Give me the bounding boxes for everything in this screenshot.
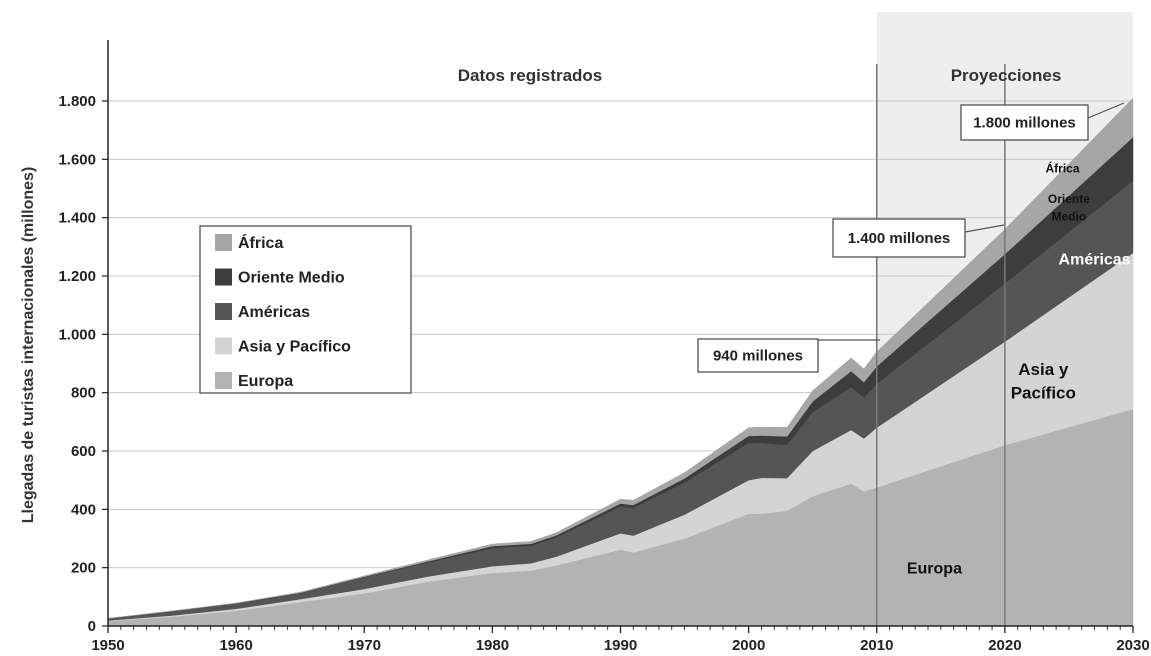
y-tick-label: 1.400 — [58, 210, 96, 227]
x-tick-label: 1950 — [91, 637, 124, 654]
y-axis-label: Llegadas de turistas internacionales (mi… — [20, 167, 37, 524]
callout-box — [832, 218, 966, 258]
x-tick-label: 1980 — [476, 637, 509, 654]
projection-vertical-lines — [876, 64, 1006, 626]
y-tick-label: 1.200 — [58, 268, 96, 285]
x-tick-label: 1970 — [348, 637, 381, 654]
region-label-oriente: Oriente — [1048, 192, 1090, 206]
callout-box — [697, 338, 819, 373]
region-label-pacifico: Pacífico — [1011, 384, 1076, 403]
x-tick-labels: 1950 1960 1970 1980 1990 2000 2010 2020 2030 — [91, 626, 1150, 654]
legend-label-europa: Europa — [238, 373, 293, 390]
legend-swatch-asia-y-pacifico — [215, 337, 232, 355]
y-tick-label: 800 — [71, 385, 96, 402]
callout-label: 1.800 millones — [973, 115, 1076, 132]
y-tick-label: 0 — [88, 618, 96, 635]
callout-leader — [964, 224, 1005, 233]
x-tick-label: 2020 — [988, 637, 1021, 654]
region-label-africa: África — [1046, 160, 1080, 175]
y-tick-label: 1.800 — [58, 93, 96, 110]
region-label-medio: Medio — [1052, 210, 1087, 224]
legend-label-asia-y-pacifico: Asia y Pacífico — [238, 339, 351, 356]
callout-label: 1.400 millones — [848, 230, 951, 247]
x-tick-label: 2010 — [860, 637, 893, 654]
y-tick-label: 200 — [71, 560, 96, 577]
region-label-europa: Europa — [907, 561, 962, 578]
series-area-africa — [107, 97, 1134, 619]
legend-swatch-europa — [215, 372, 232, 389]
region-labels: África Oriente Medio Américas Asia y Pacífico… — [907, 160, 1131, 577]
y-tick-label: 600 — [71, 443, 96, 460]
x-tick-label: 1960 — [219, 637, 252, 654]
projections-title: Proyecciones — [951, 66, 1062, 85]
callout-leader — [1087, 102, 1125, 119]
recorded-data-title: Datos registrados — [458, 66, 603, 85]
x-tick-label: 1990 — [604, 637, 637, 654]
region-label-americas: Américas — [1059, 251, 1131, 268]
callout-label: 940 millones — [713, 348, 803, 365]
y-tick-labels: 0 200 400 600 800 1.000 1.200 1.400 1.600 1.800 — [58, 93, 108, 635]
legend-label-americas: Américas — [238, 304, 310, 321]
legend-swatch-americas — [215, 303, 232, 320]
callout-box — [960, 104, 1089, 141]
x-tick-label: 2000 — [732, 637, 765, 654]
y-tick-label: 1.000 — [58, 326, 96, 343]
legend-swatch-oriente-medio — [215, 268, 232, 286]
x-tick-label: 2030 — [1116, 637, 1149, 654]
y-tick-label: 1.600 — [58, 151, 96, 168]
legend-box — [199, 225, 412, 394]
legend: África Oriente Medio Américas Asia y Pacífi… — [199, 225, 412, 394]
region-label-asia-y: Asia y — [1018, 360, 1069, 379]
legend-label-oriente-medio: Oriente Medio — [238, 270, 345, 287]
legend-label-africa: África — [238, 233, 283, 252]
callouts: 940 millones 1.400 millones 1.800 millones — [697, 102, 1125, 373]
y-tick-label: 400 — [71, 501, 96, 518]
legend-swatch-africa — [215, 234, 232, 251]
